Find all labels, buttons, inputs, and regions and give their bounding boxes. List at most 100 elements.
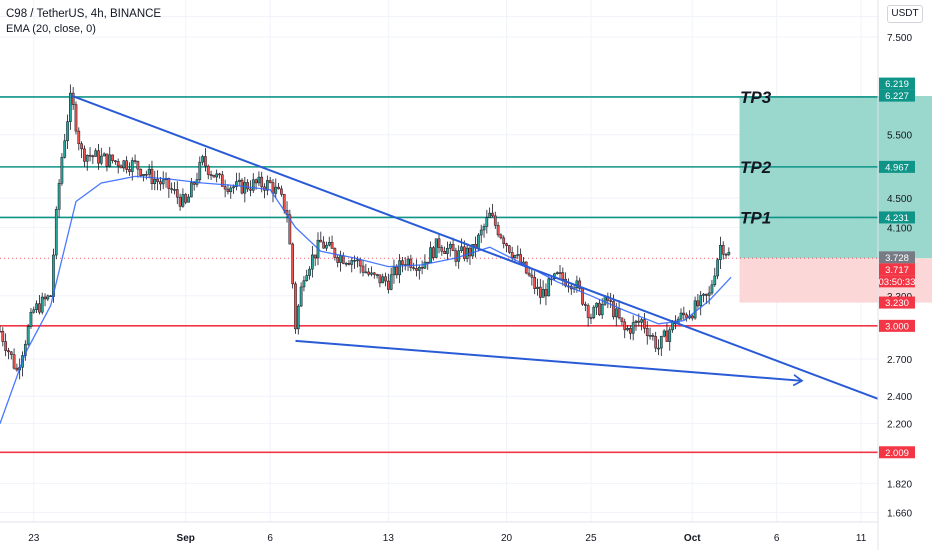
price-label: 3.230 [885,298,909,309]
candle-body [142,174,145,176]
support-trendline[interactable] [295,339,803,382]
candle-body [544,289,548,297]
candle-body [356,259,359,262]
candle-body [440,247,444,252]
candle-body [181,194,185,207]
candle-body [46,295,50,300]
candle-body [395,266,399,276]
price-label: 6.219 [885,79,909,90]
candle-body [603,296,607,305]
price-label-box [879,211,915,224]
candle-body [536,286,539,289]
candle-body [555,272,559,274]
candle-body [175,189,179,198]
candle-body [32,309,36,313]
candle-body [505,243,508,246]
candle-body [690,315,694,319]
candle-body [220,174,224,187]
candle-body [415,268,418,271]
price-tick-label: 5.500 [887,131,912,142]
ema-series [0,175,732,424]
candle-body [251,179,255,191]
candle-body [704,293,708,296]
candle-body [420,267,424,269]
candle-body [358,259,362,267]
candle-body [578,280,582,289]
candle-body [513,255,517,259]
candle-body [156,179,159,182]
candle-body [645,328,649,337]
candle-body [432,247,435,258]
candle-body [74,104,78,132]
currency-button[interactable]: USDT [887,5,923,23]
candle-body [77,130,81,145]
candle-body [296,305,300,330]
candle-body [91,155,95,158]
candle-body [291,243,295,285]
date-tick-label: Oct [684,533,701,544]
date-tick-label: 6 [267,533,273,544]
candle-body [130,160,134,172]
candle-body [327,242,331,246]
resistance-trendline[interactable] [70,94,879,400]
candle-body [63,140,67,158]
price-label-box [879,89,915,102]
candle-body [626,328,629,331]
price-tick-label: 4.100 [887,223,912,234]
price-label: 3.000 [885,321,909,332]
candle-body [381,276,385,284]
candle-body [721,244,725,255]
candle-body [114,160,117,162]
trendlines [70,94,879,400]
candle-body [468,247,472,257]
price-tick-label: 1.820 [887,479,912,490]
candle-body [57,182,61,210]
candle-body [322,241,325,249]
candle-body [612,301,615,318]
candle-body [325,244,328,249]
candle-body [313,254,317,259]
candle-body [29,311,33,327]
candle-body [350,260,354,265]
candle-body [49,295,53,298]
profit-zone[interactable] [739,96,932,259]
candle-body [654,336,658,349]
candle-body [105,153,109,167]
candle-body [147,168,151,175]
candle-body [634,320,638,323]
price-tick-label: 2.400 [887,392,912,403]
candle-body [184,194,188,203]
candle-body [212,174,216,178]
candle-body [516,254,520,256]
date-tick-label: 23 [28,533,40,544]
candle-body [583,303,587,306]
candle-body [696,300,700,307]
candle-body [538,286,542,298]
candle-body [600,304,604,316]
candle-body [125,160,128,170]
horizontal-levels [0,96,878,454]
price-label: 6.227 [885,91,909,102]
candle-body [558,272,562,274]
candle-body [370,272,373,275]
candle-body [631,322,635,334]
candle-body [713,275,717,286]
candle-body [482,226,486,231]
candle-body [237,179,241,182]
candle-body [479,229,483,236]
candle-body [187,196,190,203]
price-label-box [879,296,915,309]
candle-body [364,271,368,274]
candle-body [94,150,98,157]
candle-body [198,161,202,180]
date-tick-label: 20 [501,533,513,544]
candle-body [623,321,627,331]
candle-body [319,239,323,243]
candle-body [170,188,174,190]
candle-body [724,253,728,256]
candle-body [341,255,345,264]
candle-body [119,165,123,169]
candle-body [159,181,162,185]
